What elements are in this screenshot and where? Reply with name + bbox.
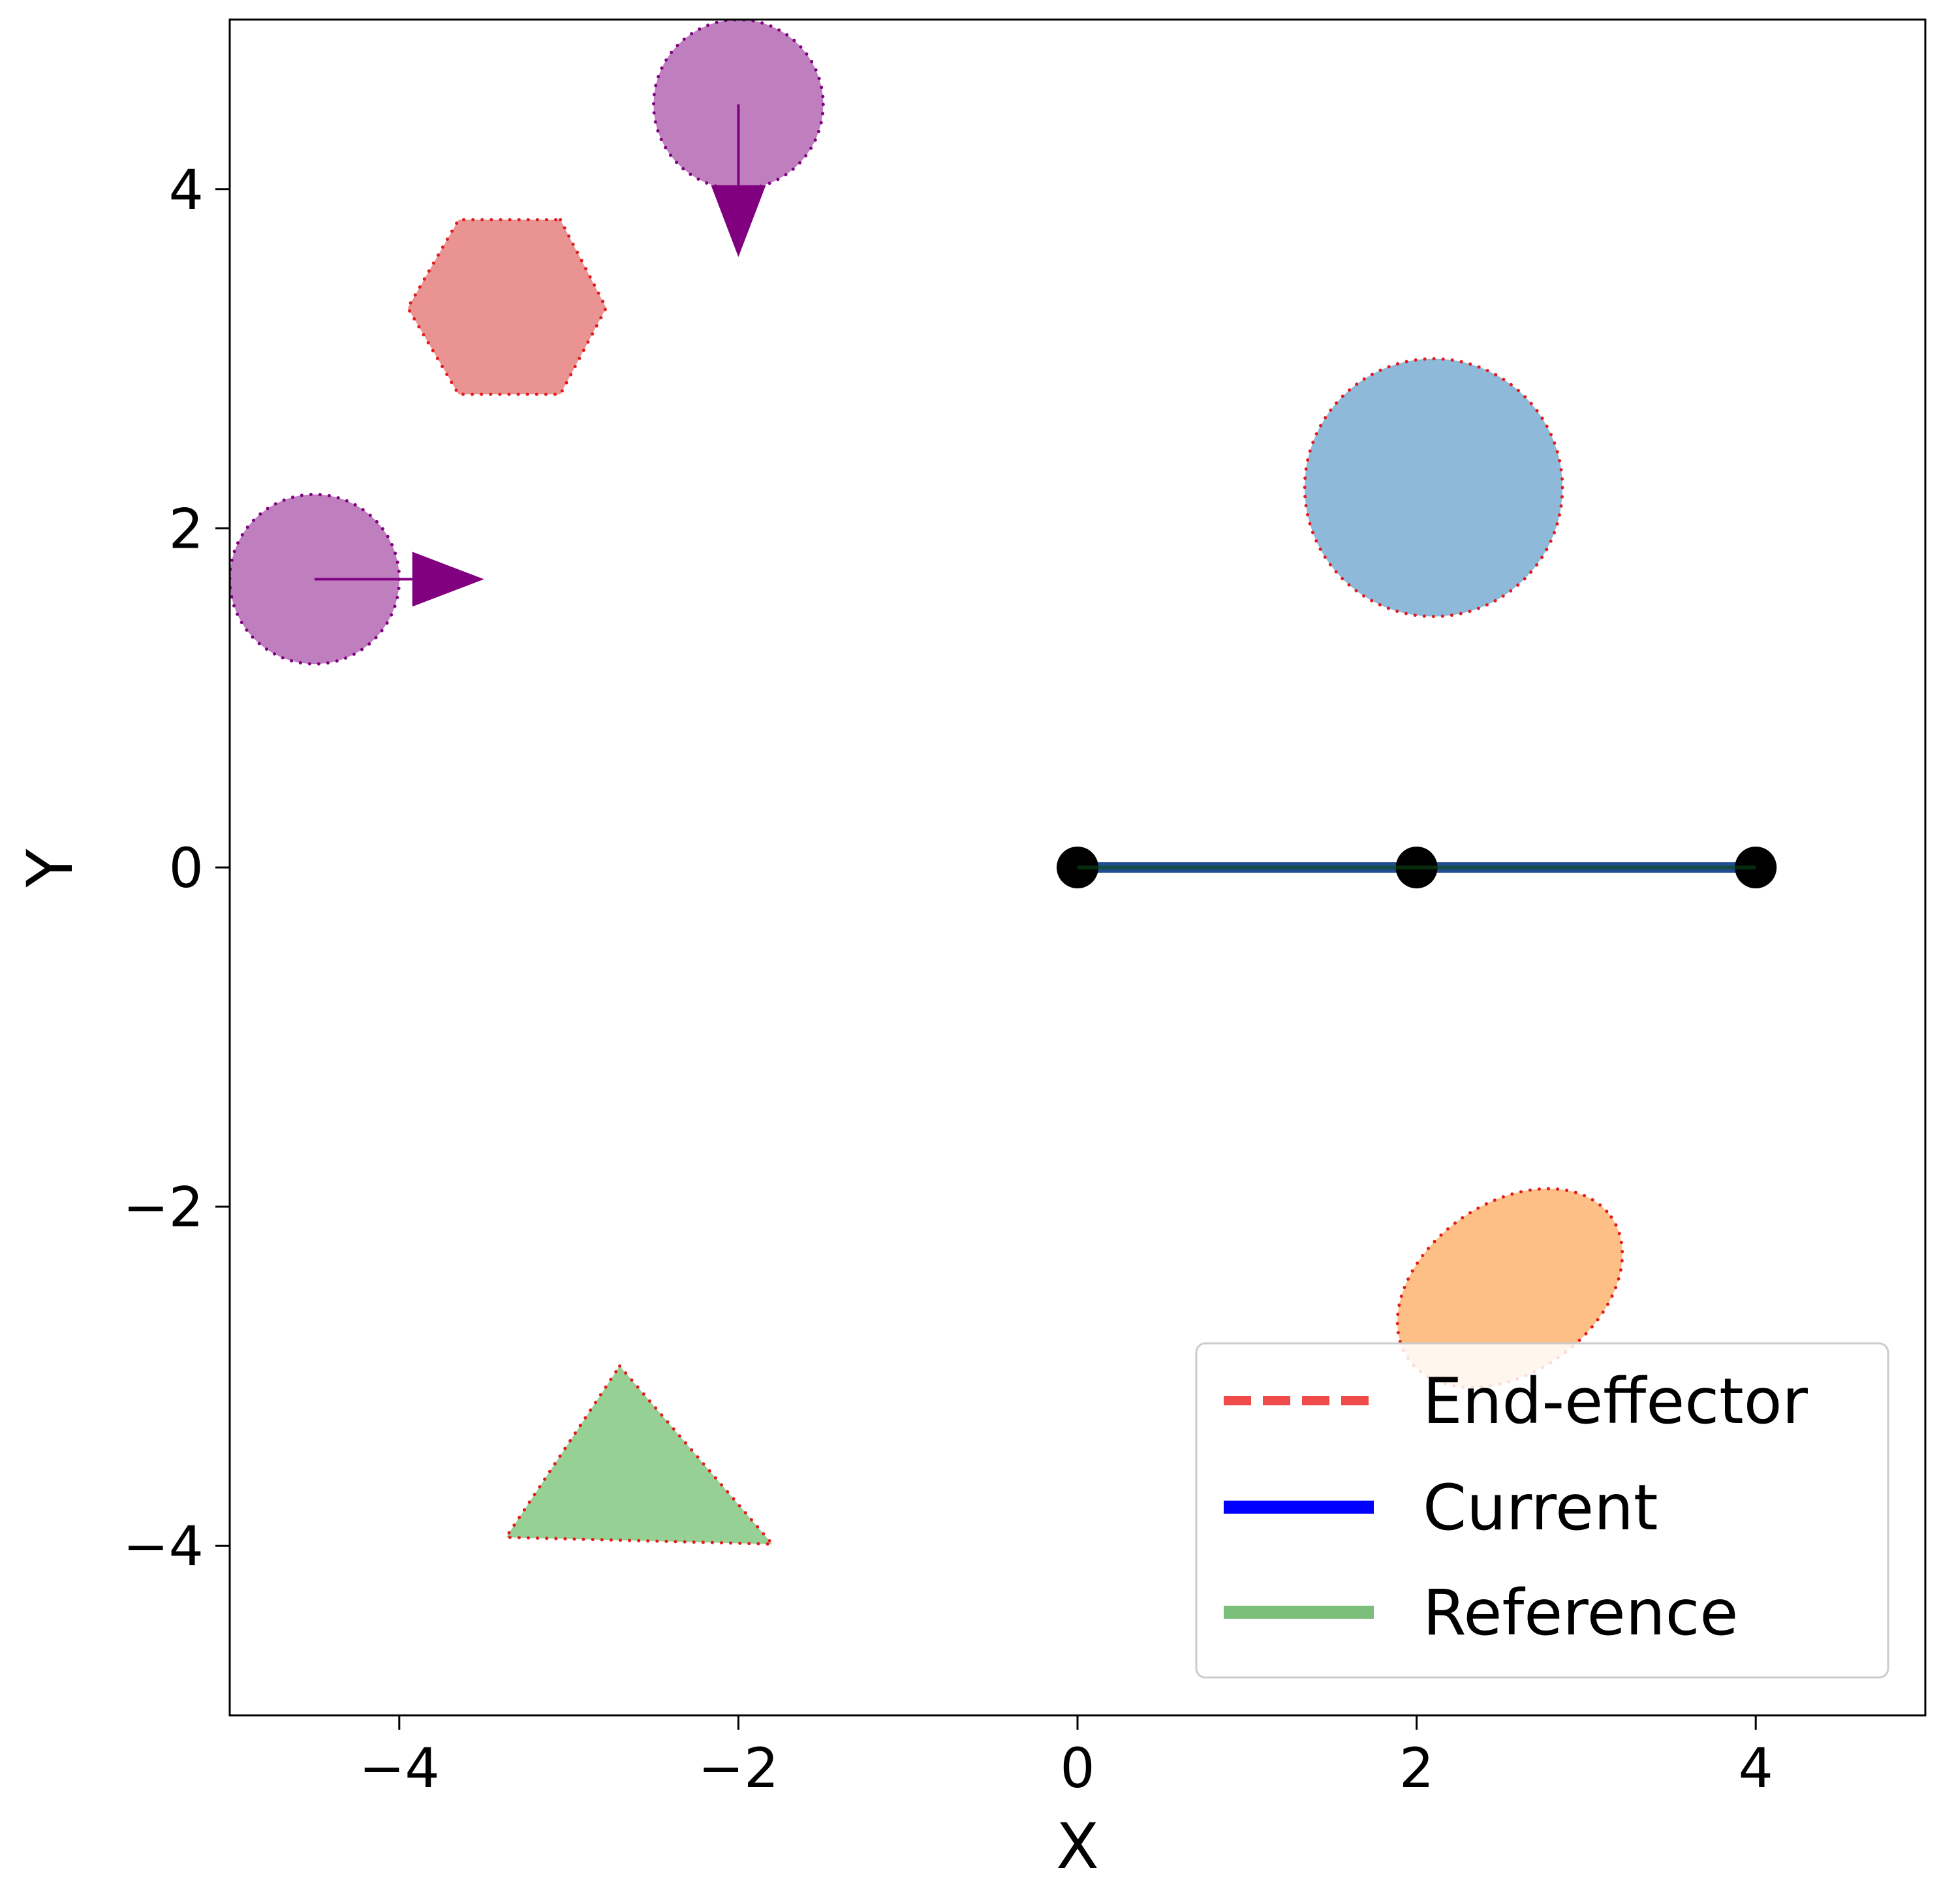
legend-label-current: Current bbox=[1423, 1471, 1658, 1544]
y-tick-label: 2 bbox=[169, 497, 204, 561]
x-axis-label: X bbox=[1056, 1810, 1099, 1883]
y-tick-label: −2 bbox=[123, 1176, 204, 1240]
legend-frame bbox=[1195, 1342, 1889, 1679]
y-axis-label: Y bbox=[14, 849, 87, 888]
velocity-arrow-head bbox=[412, 552, 484, 607]
x-tick-label: −2 bbox=[698, 1736, 779, 1800]
x-tick-label: 2 bbox=[1399, 1736, 1434, 1800]
x-axis: −4 −2 0 2 4 bbox=[359, 1715, 1773, 1800]
legend-label-reference: Reference bbox=[1423, 1576, 1738, 1649]
legend-label-end-effector: End-effector bbox=[1423, 1365, 1808, 1438]
obstacle-hexagon bbox=[405, 218, 608, 396]
y-tick-label: −4 bbox=[123, 1514, 204, 1578]
legend: End-effector Current Reference bbox=[1195, 1342, 1889, 1679]
y-tick-label: 4 bbox=[169, 158, 204, 222]
obstacle-circle bbox=[1303, 357, 1564, 618]
plot-area bbox=[230, 20, 1777, 1546]
y-axis: −4 −2 0 2 4 bbox=[123, 158, 230, 1578]
x-tick-label: 4 bbox=[1738, 1736, 1773, 1800]
x-tick-label: 0 bbox=[1060, 1736, 1094, 1800]
velocity-arrow-head bbox=[711, 185, 766, 257]
y-tick-label: 0 bbox=[169, 836, 204, 900]
x-tick-label: −4 bbox=[359, 1736, 440, 1800]
obstacle-triangle bbox=[503, 1363, 776, 1546]
